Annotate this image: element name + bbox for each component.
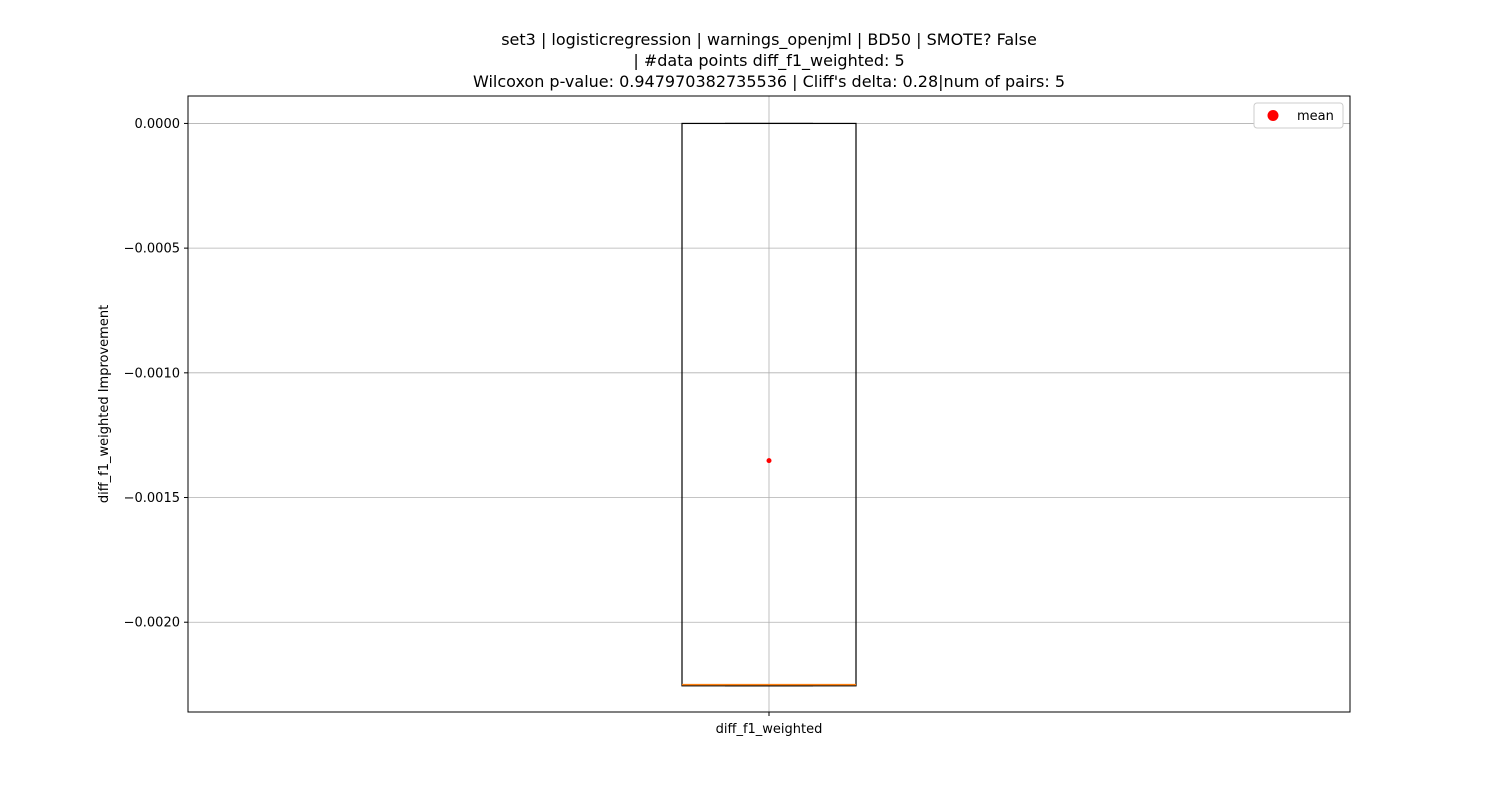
y-tick-label: 0.0000 <box>135 117 181 132</box>
x-axis: diff_f1_weighted <box>716 712 823 737</box>
x-tick-label: diff_f1_weighted <box>716 722 823 737</box>
legend-frame <box>1253 102 1344 129</box>
chart-title-line-1: set3 | logisticregression | warnings_ope… <box>501 30 1037 49</box>
legend-marker-mean <box>1267 110 1279 121</box>
legend: mean <box>1253 102 1344 129</box>
y-tick-label: −0.0005 <box>124 242 180 257</box>
grid-layer <box>188 96 1350 712</box>
chart-title-line-3: Wilcoxon p-value: 0.947970382735536 | Cl… <box>472 72 1065 91</box>
y-axis: 0.0000 −0.0005 −0.0010 −0.0015 −0.0020 <box>124 117 188 631</box>
y-tick-label: −0.0020 <box>124 616 180 631</box>
chart-title-line-2: | #data points diff_f1_weighted: 5 <box>633 51 905 70</box>
legend-label-mean: mean <box>1297 109 1334 124</box>
y-tick-label: −0.0010 <box>124 366 180 381</box>
box-iqr <box>681 122 857 687</box>
mean-marker <box>766 458 772 464</box>
y-tick-label: −0.0015 <box>124 491 180 506</box>
y-axis-label: diff_f1_weighted Improvement <box>97 305 112 503</box>
box-layer <box>681 122 857 687</box>
